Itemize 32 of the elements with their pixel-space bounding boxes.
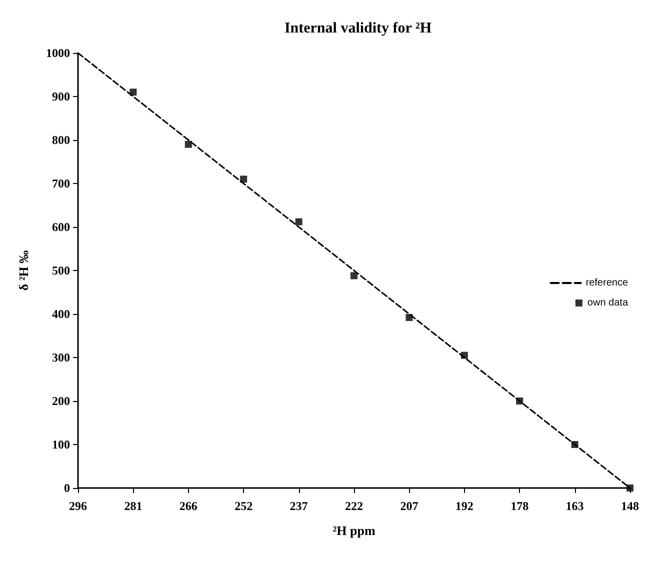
- x-tick-label: 222: [345, 499, 363, 513]
- y-tick-label: 400: [52, 307, 70, 321]
- x-tick-label: 237: [290, 499, 308, 513]
- y-tick-label: 500: [52, 264, 70, 278]
- x-tick-label: 148: [621, 499, 639, 513]
- x-tick-label: 252: [234, 499, 253, 513]
- point: [184, 140, 192, 148]
- x-tick-label: 192: [455, 499, 474, 513]
- x-tick-label: 178: [510, 499, 529, 513]
- x-tick-label: 296: [69, 499, 87, 513]
- point: [240, 176, 248, 183]
- x-tick-label: 207: [400, 499, 418, 513]
- point: [295, 218, 302, 226]
- y-tick-label: 300: [52, 350, 70, 364]
- y-tick-label: 600: [52, 220, 70, 234]
- y-tick-label: 100: [52, 438, 70, 452]
- y-tick-label: 700: [52, 176, 70, 190]
- y-tick-label: 800: [52, 133, 70, 147]
- legend-label: reference: [586, 278, 628, 288]
- point: [350, 272, 358, 280]
- y-tick-label: 1000: [46, 46, 70, 60]
- x-tick-label: 266: [179, 499, 198, 513]
- y-tick-label: 0: [64, 481, 70, 495]
- point: [130, 88, 137, 96]
- legend-label: own data: [587, 298, 628, 308]
- y-axis-title: δ ²H ‰: [16, 250, 31, 291]
- y-tick-label: 900: [52, 90, 70, 104]
- y-tick-label: 200: [52, 394, 70, 408]
- chart-title: Internal validity for ²H: [284, 20, 432, 36]
- x-axis-title: ²H ppm: [332, 523, 376, 538]
- x-tick-label: 281: [124, 499, 142, 513]
- x-tick-label: 163: [566, 499, 584, 513]
